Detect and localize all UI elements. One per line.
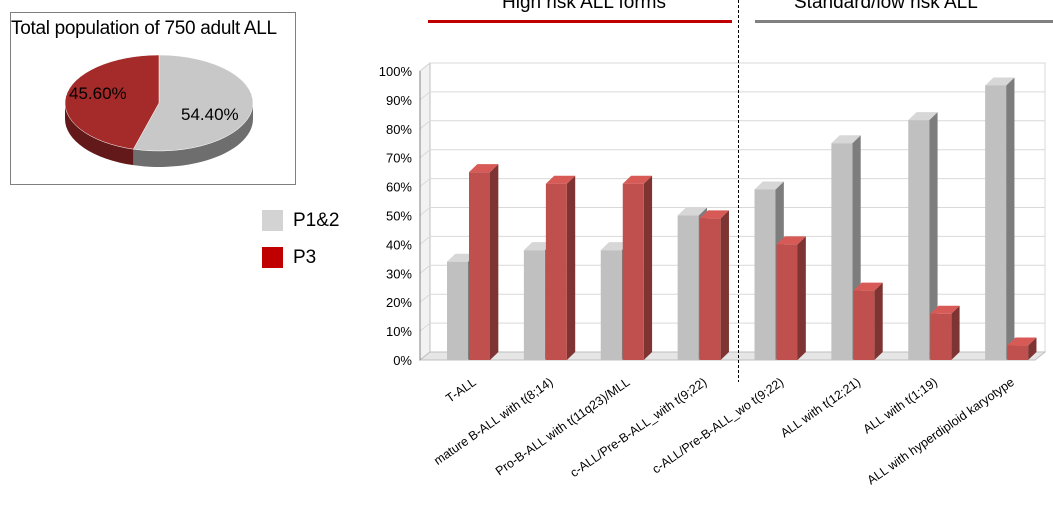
bar-side [566,175,576,360]
y-tick-label: 10% [386,324,412,339]
bar-top [930,305,960,314]
bar-top [776,236,806,245]
bar-top [469,164,499,173]
bar-p12 [677,215,699,360]
bar-side [951,305,960,360]
bar-p12 [985,85,1007,360]
y-tick-label: 100% [379,64,413,79]
x-category-label: ALL with hyperdiploid karyotype [865,375,1017,487]
bar-top [622,175,653,184]
bar-top [985,77,1015,86]
bar-side [929,112,938,360]
pie-side-p3 [65,103,134,166]
bar-p3 [469,172,490,360]
bar-top [1007,337,1037,346]
y-tick-label: 0% [393,353,412,368]
bar-side [874,282,883,360]
bar-side [797,236,806,360]
pie-label-p12: 54.40% [181,105,239,124]
gridline [419,120,1045,130]
bar-p3 [699,218,721,360]
high-risk-group-line [428,20,732,23]
y-tick-label: 80% [386,122,412,137]
bar-p3 [776,244,798,360]
bar-p12 [754,189,776,360]
legend-label-p12: P1&2 [293,209,340,231]
pie-chart-panel: Total population of 750 adult ALL 54.40%… [10,12,296,185]
y-tick-label: 40% [386,237,412,252]
bar-p3 [622,183,644,360]
pie-chart: 54.40% 45.60% [64,54,254,167]
y-tick-label: 60% [386,180,412,195]
pie-title: Total population of 750 adult ALL [11,18,277,39]
bar-side [1028,337,1037,360]
x-category-label: Pro-B-ALL with t(11q23)/MLL [493,375,633,479]
y-tick-label: 30% [386,266,412,281]
x-category-label: c-ALL/Pre-B-ALL_wo t(9;22) [650,375,787,477]
y-tick-label: 90% [386,93,412,108]
legend-swatch-p3 [262,247,283,268]
bar-p3 [1007,345,1029,360]
bar-top [545,175,576,184]
bar-side [720,210,729,360]
bar-top [831,135,861,144]
pie-slice-p12 [132,54,254,152]
y-tick-label: 70% [386,151,412,166]
y-tick-label: 20% [386,295,412,310]
y-tick-label: 50% [386,209,412,224]
bar-p12 [523,250,545,360]
x-category-label: T-ALL [443,375,478,406]
legend-swatch-p12 [262,210,283,231]
bar-top [908,112,938,121]
pie-label-p3: 45.60% [69,84,127,103]
bar-p12 [600,250,622,360]
standard-risk-group-label: Standard/low risk ALL [794,0,978,13]
bar-side [643,175,653,360]
standard-risk-group-line [755,20,1053,23]
bar-top [853,282,883,291]
bar-p12 [831,143,853,360]
x-category-label: c-ALL/Pre-B-ALL_with t(9;22) [568,375,710,480]
gridline [419,62,1045,72]
x-category-label: ALL with t(1;19) [861,375,940,436]
legend-item-p12: P1&2 [262,208,339,233]
bar-p3 [545,183,567,360]
bar-top [754,181,784,190]
bar-p3 [930,313,952,360]
gridline [419,91,1045,101]
legend-label-p3: P3 [293,246,317,268]
bar-p3 [853,290,875,360]
bar-top [699,210,729,219]
bar-p12 [447,261,468,360]
chart-floor [418,351,1047,361]
bar-top [677,207,707,216]
bar-p12 [908,120,930,360]
bar-side [490,164,499,360]
legend: P1&2 P3 [262,208,339,282]
high-risk-group-label: High risk ALL forms [502,0,667,13]
x-category-label: ALL with t(12;21) [778,375,863,440]
legend-item-p3: P3 [262,245,339,270]
bar-side [1006,77,1015,360]
pie-slice-p3 [64,54,160,150]
